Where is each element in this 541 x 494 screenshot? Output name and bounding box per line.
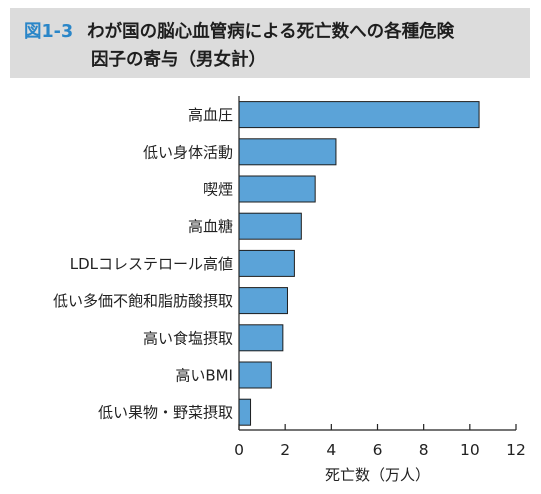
bar-2 [238,175,316,203]
bar-8 [238,398,252,426]
x-tick-label-0: 0 [234,441,244,459]
x-tick-label-3: 6 [373,441,383,459]
x-tick-label-1: 2 [280,441,290,459]
category-label-6: 高い食塩摂取 [143,329,233,347]
category-label-8: 低い果物・野菜摂取 [98,404,233,422]
x-tick-label-5: 10 [460,441,480,459]
category-label-5: 低い多価不飽和脂肪酸摂取 [53,292,233,310]
bar-1 [238,138,337,166]
bar-4 [238,249,295,277]
bar-6 [238,324,284,352]
figure-title-text: わが国の脳心血管病による死亡数への各種危険 [87,22,455,42]
category-label-3: 高血糖 [188,218,233,236]
bar-0 [238,101,480,129]
figure-header: 図1-3 わが国の脳心血管病による死亡数への各種危険 因子の寄与（男女計） [10,8,530,78]
x-tick-label-4: 8 [419,441,429,459]
x-tick-label-6: 12 [506,441,526,459]
bar-5 [238,287,288,315]
bar-3 [238,212,302,240]
x-tick-label-2: 4 [326,441,336,459]
figure-number: 図1-3 [24,22,74,42]
category-label-2: 喫煙 [203,181,233,199]
category-label-1: 低い身体活動 [143,143,233,161]
bar-7 [238,361,272,389]
category-label-7: 高いBMI [175,367,233,385]
x-axis-ticks: 0 2 4 6 8 10 12 [234,424,526,459]
bars [238,101,480,426]
category-label-4: LDLコレステロール高値 [70,255,233,273]
figure-title-line-1: 図1-3 わが国の脳心血管病による死亡数への各種危険 [24,18,454,43]
category-label-0: 高血圧 [188,106,233,124]
figure-title-line-2: 因子の寄与（男女計） [91,50,266,70]
x-axis-title: 死亡数（万人） [325,466,430,484]
